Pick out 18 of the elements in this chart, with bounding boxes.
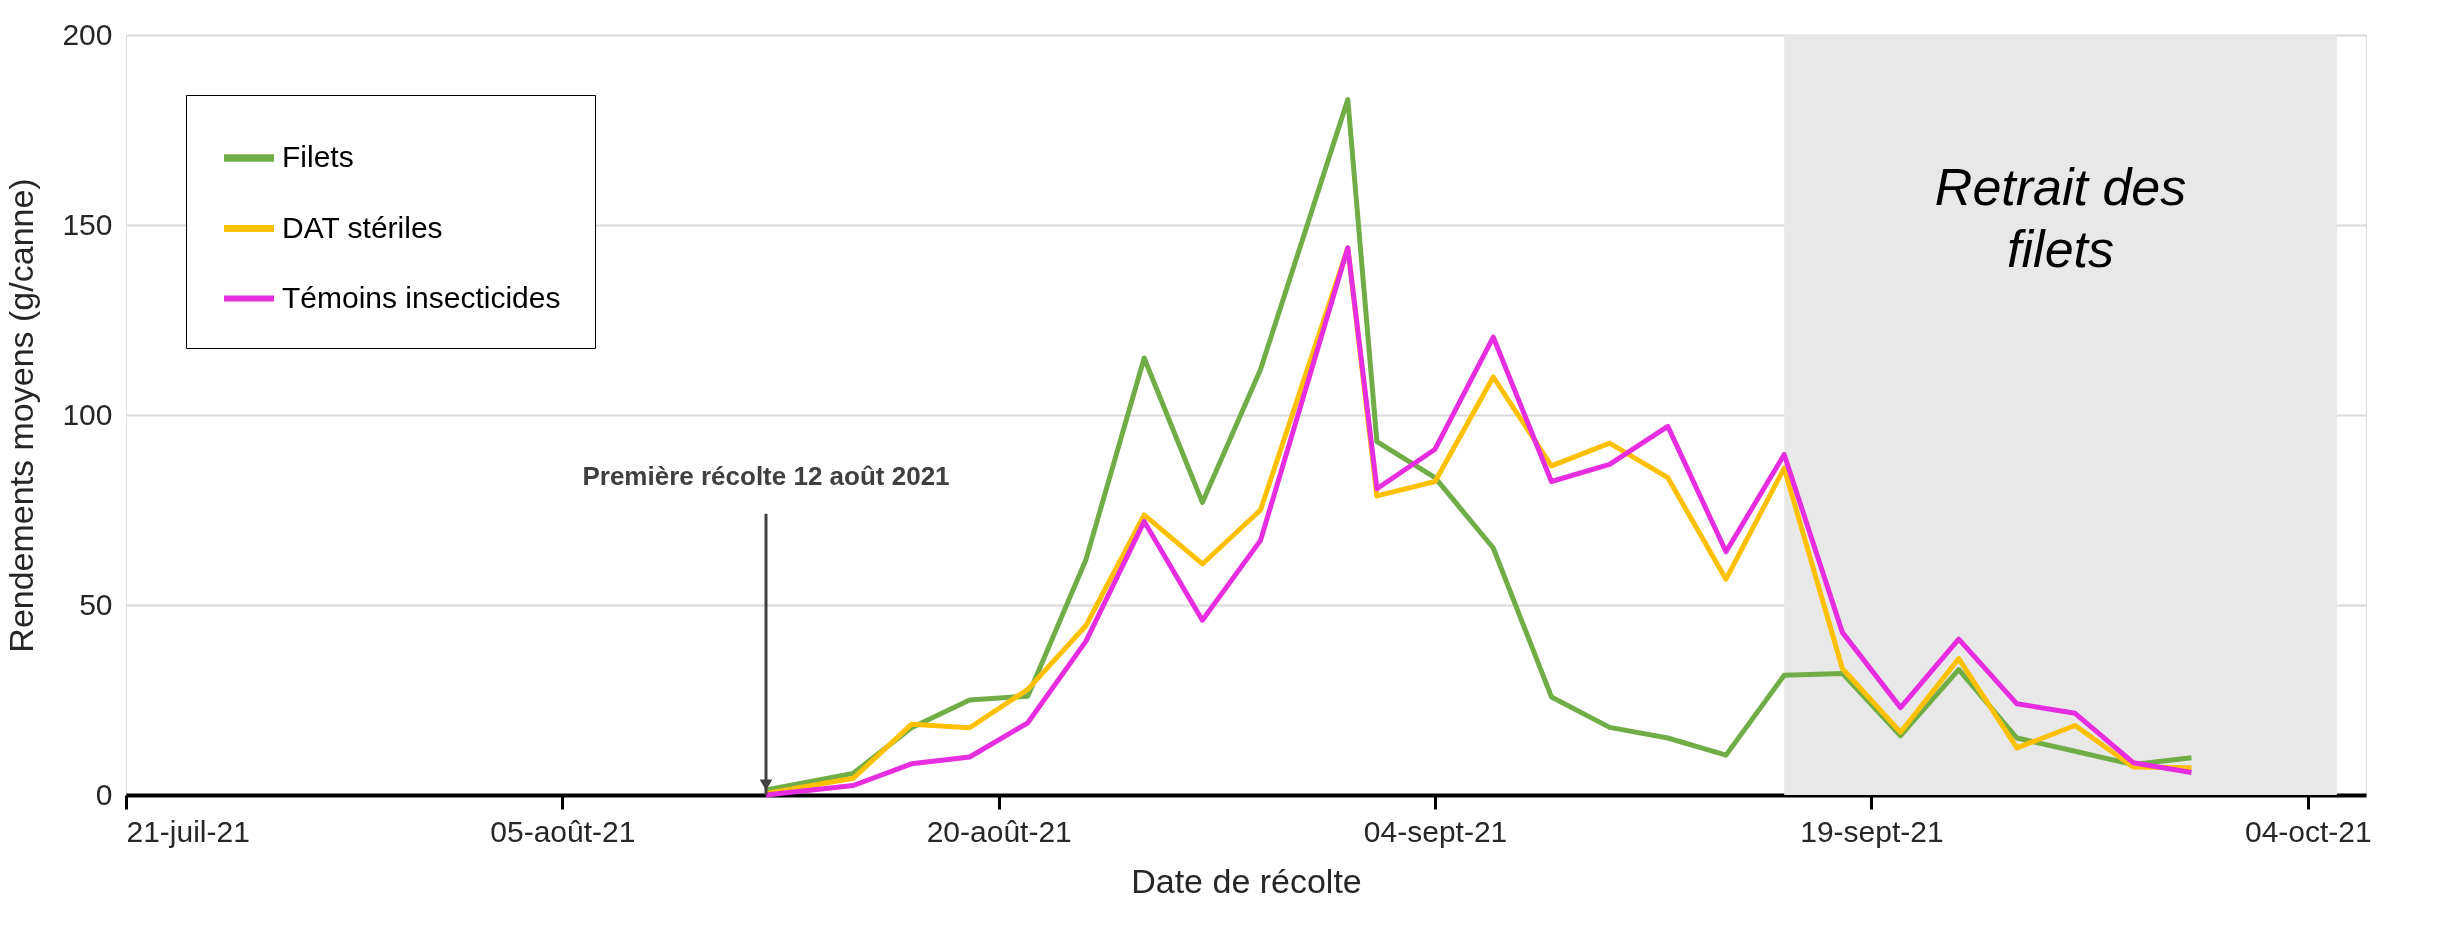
y-tick-label: 100: [62, 397, 113, 431]
legend-label: DAT stériles: [282, 210, 443, 244]
x-tick-label: 05-août-21: [490, 814, 636, 848]
y-axis-title: Rendements moyens (g/canne): [2, 178, 41, 653]
y-tick-label: 50: [79, 587, 113, 621]
y-tick-label: 200: [62, 17, 113, 51]
x-tick-label: 04-sept-21: [1363, 814, 1508, 848]
x-tick-label: 19-sept-21: [1800, 814, 1944, 848]
annotation: Première récolte 12 août 2021: [582, 460, 950, 491]
legend-label: Témoins insecticides: [282, 280, 561, 314]
x-tick-label: 04-oct-21: [2244, 814, 2372, 848]
band-label: Retrait des filets: [1934, 158, 2187, 279]
legend-label: Filets: [282, 140, 354, 173]
y-tick-label: 150: [62, 207, 113, 241]
y-tick-label: 0: [95, 777, 113, 811]
x-tick-label: 21-juil-21: [126, 814, 250, 848]
x-axis-title: Date de récolte: [1131, 861, 1362, 900]
x-tick-label: 20-août-21: [926, 814, 1072, 848]
